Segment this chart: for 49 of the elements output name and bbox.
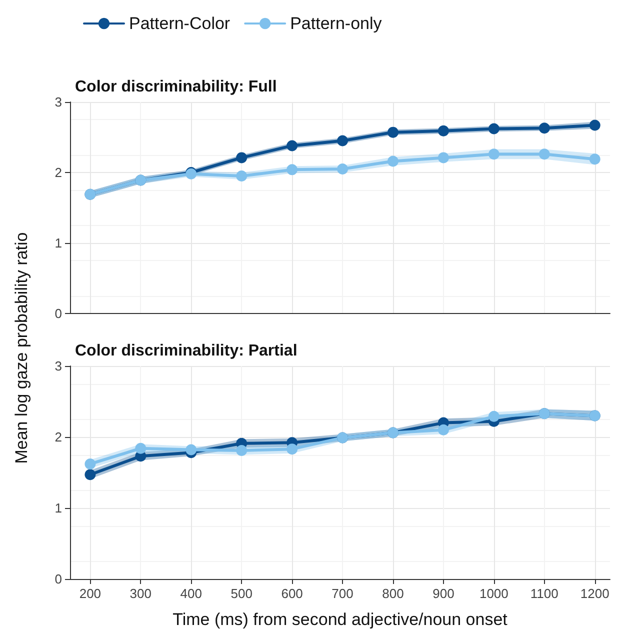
y-tick-label: 3	[54, 358, 62, 374]
point	[286, 140, 298, 152]
x-tick-label: 900	[432, 586, 454, 601]
point	[538, 122, 550, 134]
point	[236, 444, 248, 456]
point	[84, 469, 96, 480]
y-tick-label: 3	[54, 94, 62, 110]
x-tick-label: 1000	[479, 586, 508, 601]
point	[286, 444, 298, 455]
point	[488, 148, 500, 160]
point	[84, 458, 96, 470]
x-tick-label: 400	[180, 586, 202, 601]
point	[589, 120, 600, 131]
x-tick-label: 600	[281, 586, 303, 601]
point	[438, 125, 449, 136]
chart-title: Color discriminability: Partial	[75, 342, 298, 360]
point	[236, 152, 248, 164]
point	[488, 410, 500, 422]
point	[589, 154, 600, 165]
point	[388, 126, 398, 138]
point	[538, 148, 550, 160]
x-tick-label: 200	[79, 586, 102, 601]
x-axis-title: Time (ms) from second adjective/noun onset	[172, 610, 508, 629]
point	[286, 164, 298, 176]
y-tick-label: 2	[54, 165, 62, 180]
point	[488, 123, 500, 134]
x-tick-label: 700	[332, 586, 354, 601]
chart-title: Color discriminability: Full	[75, 78, 277, 96]
x-tick-label: 300	[130, 586, 152, 601]
x-tick-label: 800	[382, 586, 404, 601]
point	[135, 442, 146, 454]
x-tick-label: 500	[230, 586, 252, 601]
y-tick-label: 1	[54, 500, 62, 516]
point	[388, 156, 398, 167]
y-tick-label: 2	[54, 430, 62, 444]
x-tick-label: 1100	[530, 586, 558, 601]
legend-label: Pattern-Color	[129, 14, 230, 33]
x-tick-label: 1200	[580, 586, 610, 601]
y-tick-label: 0	[54, 306, 62, 321]
point	[337, 135, 348, 146]
y-axis-title: Mean log gaze probability ratio	[12, 232, 32, 464]
legend-label: Pattern-only	[290, 14, 382, 33]
point	[236, 170, 248, 182]
y-tick-label: 0	[54, 572, 62, 586]
y-tick-label: 1	[54, 236, 62, 250]
point	[438, 152, 449, 164]
point	[438, 424, 449, 436]
point	[337, 163, 348, 174]
point	[186, 444, 197, 456]
